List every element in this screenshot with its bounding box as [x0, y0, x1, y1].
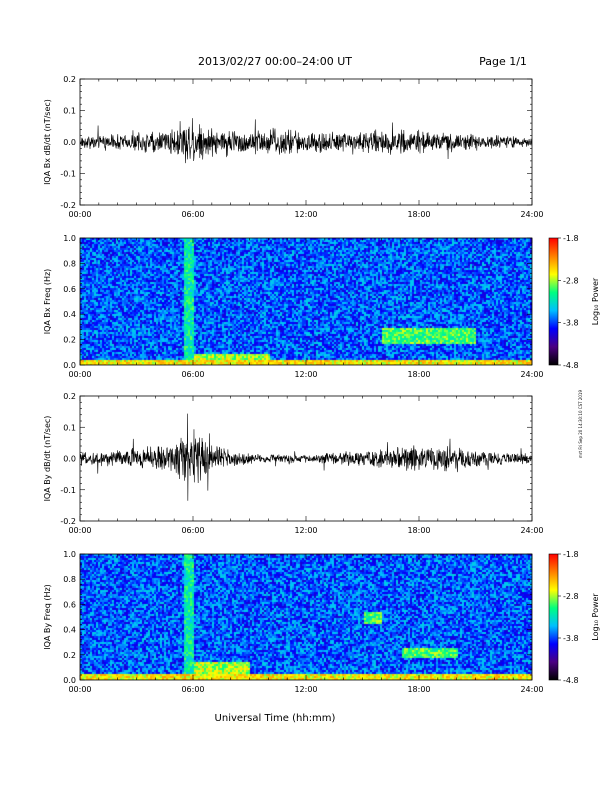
colorbar	[548, 553, 559, 681]
y-tick-label: 0.4	[63, 310, 76, 319]
colorbar-tick-label: -4.8	[563, 361, 579, 370]
x-axis-title: Universal Time (hh:mm)	[215, 713, 336, 724]
y-tick-label: 0.8	[63, 575, 76, 584]
x-tick-label: 00:00	[68, 210, 91, 219]
x-tick-label: 24:00	[520, 370, 543, 379]
colorbar-tick-label: -2.8	[563, 276, 579, 285]
y-tick-label: 0.6	[63, 285, 76, 294]
plot-frame	[79, 237, 533, 366]
x-tick-label: 06:00	[181, 370, 204, 379]
x-tick-label: 06:00	[181, 685, 204, 694]
y-tick-label: 0.2	[63, 651, 76, 660]
y-tick-label: 0.6	[63, 600, 76, 609]
spectrogram-image	[80, 238, 532, 365]
x-tick-label: 00:00	[68, 370, 91, 379]
panel-4: -1.8 -2.8 -3.8 -4.8 Log₁₀ Power 00:00 06:00 12:…	[43, 550, 600, 694]
y-axis-title: IQA Bx Freq (Hz)	[43, 269, 52, 335]
y-tick-label: 0.8	[63, 259, 76, 268]
colorbar-tick-label: -1.8	[563, 550, 579, 559]
panel-3: 00:00 06:00 12:00 18:00 24:00 -0.2 -0.1 0.0 0.1 0…	[43, 392, 544, 535]
page-title: 2013/02/27 00:00–24:00 UT	[198, 55, 352, 68]
y-tick-label: 0.0	[63, 676, 76, 685]
colorbar-tick-label: -2.8	[563, 592, 579, 601]
x-tick-label: 24:00	[520, 526, 543, 535]
y-tick-label: -0.1	[60, 486, 76, 495]
x-tick-label: 18:00	[407, 685, 430, 694]
x-tick-label: 12:00	[294, 685, 317, 694]
y-tick-label: 0.1	[63, 423, 76, 432]
colorbar-title: Log₁₀ Power	[591, 277, 600, 325]
y-tick-label: -0.2	[60, 201, 76, 210]
x-tick-label: 06:00	[181, 526, 204, 535]
x-tick-label: 18:00	[407, 370, 430, 379]
plot-frame	[79, 553, 533, 681]
x-tick-label: 00:00	[68, 526, 91, 535]
colorbar	[548, 237, 559, 366]
colorbar-tick-label: -4.8	[563, 676, 579, 685]
x-tick-label: 12:00	[294, 526, 317, 535]
y-tick-label: 1.0	[63, 234, 76, 243]
y-tick-label: 0.0	[63, 138, 76, 147]
y-axis-title: IQA By Freq (Hz)	[43, 584, 52, 650]
y-tick-label: 0.2	[63, 392, 76, 401]
x-tick-label: 12:00	[294, 370, 317, 379]
series-trace	[80, 118, 532, 164]
y-tick-label: 0.0	[63, 455, 76, 464]
y-tick-label: 1.0	[63, 550, 76, 559]
spectrogram-image	[80, 554, 532, 680]
y-axis-title: IQA By dB/dt (nT/sec)	[43, 416, 52, 502]
colorbar-tick-label: -1.8	[563, 234, 579, 243]
plot-frame	[79, 78, 533, 206]
plot-frame	[79, 395, 533, 522]
y-tick-label: 0.4	[63, 626, 76, 635]
panel-1: 00:00 06:00 12:00 18:00 24:00 -0.2 -0.1 0.0 0.1 0…	[43, 75, 544, 219]
y-tick-label: -0.1	[60, 170, 76, 179]
x-tick-label: 24:00	[520, 210, 543, 219]
timestamp-note: mrt Fri Sep 20 14:30:10 CST 2019	[578, 390, 583, 459]
y-axis-title: IQA Bx dB/dt (nT/sec)	[43, 99, 52, 185]
y-tick-label: 0.1	[63, 107, 76, 116]
y-tick-label: 0.2	[63, 336, 76, 345]
colorbar-title: Log₁₀ Power	[591, 593, 600, 641]
x-tick-label: 12:00	[294, 210, 317, 219]
colorbar-tick-label: -3.8	[563, 634, 579, 643]
panel-2: -1.8 -2.8 -3.8 -4.8 Log₁₀ Power 00:00 06:00 12:…	[43, 234, 600, 379]
x-tick-label: 00:00	[68, 685, 91, 694]
y-tick-label: -0.2	[60, 517, 76, 526]
x-tick-label: 06:00	[181, 210, 204, 219]
x-tick-label: 24:00	[520, 685, 543, 694]
page-number: Page 1/1	[479, 55, 527, 68]
series-trace	[80, 413, 532, 501]
colorbar-tick-label: -3.8	[563, 319, 579, 328]
y-tick-label: 0.2	[63, 75, 76, 84]
x-tick-label: 18:00	[407, 210, 430, 219]
x-tick-label: 18:00	[407, 526, 430, 535]
y-tick-label: 0.0	[63, 361, 76, 370]
panels: 00:00 06:00 12:00 18:00 24:00 -0.2 -0.1 0.0 0.1 0…	[43, 75, 600, 694]
